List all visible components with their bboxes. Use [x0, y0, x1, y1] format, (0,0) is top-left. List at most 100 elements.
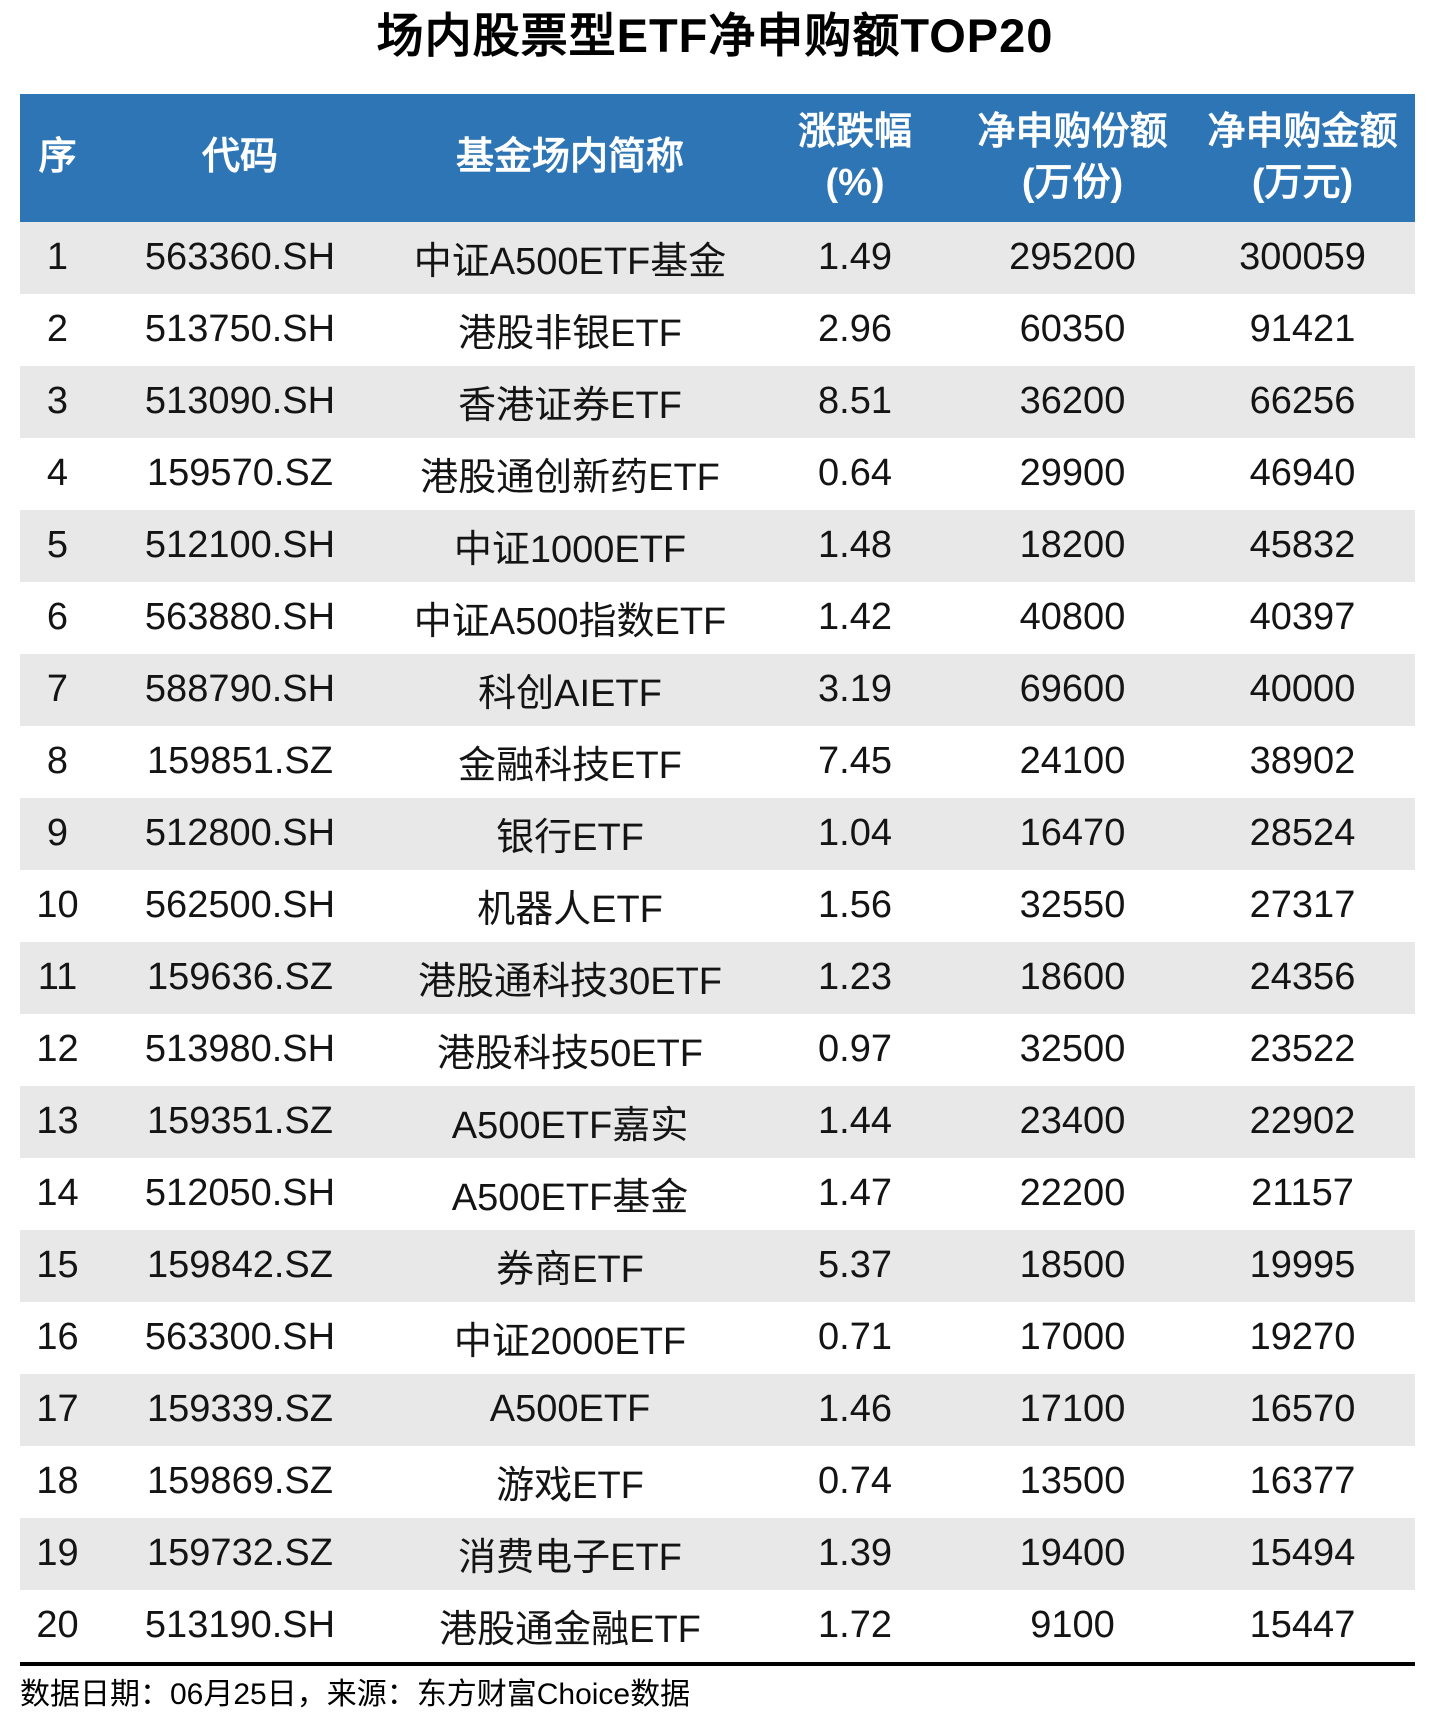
table-row: 8 159851.SZ 金融科技ETF 7.45 24100 38902	[20, 726, 1415, 798]
cell-net-amount: 23522	[1249, 1028, 1356, 1071]
cell-net-shares: 40800	[1019, 596, 1126, 639]
col-header-net-amount: 净申购金额 (万元)	[1190, 93, 1415, 222]
cell-code: 159869.SZ	[147, 1460, 333, 1503]
col-header-rank-label: 序	[38, 136, 77, 179]
cell-name: 中证1000ETF	[385, 509, 755, 582]
cell-name: 银行ETF	[385, 797, 755, 870]
table-row: 3 513090.SH 香港证券ETF 8.51 36200 66256	[20, 365, 1415, 438]
cell-change-pct: 3.19	[755, 653, 955, 726]
col-header-change-pct-label: 涨跌幅	[797, 110, 912, 153]
col-header-name-label: 基金场内简称	[455, 136, 684, 179]
cell-net-amount: 27317	[1249, 884, 1356, 927]
cell-code: 159351.SZ	[95, 1085, 385, 1158]
cell-change-pct: 1.49	[755, 221, 955, 294]
cell-net-amount: 66256	[1190, 365, 1415, 438]
cell-code: 513190.SH	[144, 1604, 336, 1647]
cell-code: 159851.SZ	[147, 740, 333, 783]
cell-net-amount: 19995	[1190, 1229, 1415, 1302]
cell-change-pct: 0.74	[818, 1460, 892, 1503]
col-header-net-shares: 净申购份额 (万份)	[955, 93, 1190, 222]
cell-rank: 15	[20, 1229, 95, 1302]
cell-rank: 11	[20, 941, 95, 1014]
cell-net-shares: 69600	[955, 653, 1190, 726]
table-row: 6 563880.SH 中证A500指数ETF 1.42 40800 40397	[20, 582, 1415, 654]
col-header-net-amount-label: 净申购金额	[1207, 110, 1398, 153]
cell-net-amount: 16377	[1249, 1460, 1356, 1503]
cell-net-shares: 17000	[1019, 1316, 1126, 1359]
cell-net-shares: 18500	[955, 1229, 1190, 1302]
cell-net-amount: 22902	[1190, 1085, 1415, 1158]
cell-code: 513750.SH	[144, 308, 336, 351]
cell-net-amount: 21157	[1251, 1172, 1354, 1215]
cell-net-amount: 91421	[1249, 308, 1356, 351]
cell-name: 港股通科技30ETF	[385, 941, 755, 1014]
cell-code: 513090.SH	[95, 365, 385, 438]
table-row: 17 159339.SZ A500ETF 1.46 17100 16570	[20, 1373, 1415, 1446]
etf-table-body: 1 563360.SH 中证A500ETF基金 1.49 295200 300059 2 51…	[20, 221, 1415, 1662]
cell-net-shares: 9100	[1030, 1604, 1115, 1647]
table-row: 15 159842.SZ 券商ETF 5.37 18500 19995	[20, 1229, 1415, 1302]
cell-change-pct: 1.44	[755, 1085, 955, 1158]
cell-name: 港股通金融ETF	[439, 1609, 701, 1652]
cell-rank: 6	[46, 596, 69, 639]
cell-name: 港股科技50ETF	[436, 1033, 704, 1076]
cell-code: 512800.SH	[95, 797, 385, 870]
etf-table: 序 代码 基金场内简称 涨跌幅 (%) 净申购份额 (万份) 净申购金额	[20, 93, 1415, 1662]
cell-net-shares: 22200	[1019, 1172, 1126, 1215]
cell-code: 588790.SH	[95, 653, 385, 726]
cell-rank: 18	[36, 1460, 79, 1503]
col-header-change-pct-unit: (%)	[825, 161, 885, 204]
table-row: 4 159570.SZ 港股通创新药ETF 0.64 29900 46940	[20, 438, 1415, 510]
cell-name: 科创AIETF	[385, 653, 755, 726]
cell-rank: 8	[46, 740, 69, 783]
cell-change-pct: 5.37	[755, 1229, 955, 1302]
cell-code: 563300.SH	[144, 1316, 336, 1359]
cell-code: 159339.SZ	[95, 1373, 385, 1446]
cell-code: 562500.SH	[144, 884, 336, 927]
cell-rank: 1	[20, 221, 95, 294]
cell-net-amount: 300059	[1190, 221, 1415, 294]
cell-name: A500ETF嘉实	[385, 1085, 755, 1158]
cell-net-shares: 60350	[1019, 308, 1126, 351]
cell-code: 513980.SH	[144, 1028, 336, 1071]
cell-net-amount: 19270	[1249, 1316, 1356, 1359]
cell-net-shares: 24100	[1019, 740, 1126, 783]
cell-rank: 7	[20, 653, 95, 726]
cell-net-shares: 16470	[955, 797, 1190, 870]
cell-name: 游戏ETF	[496, 1465, 644, 1508]
cell-net-shares: 295200	[955, 221, 1190, 294]
cell-change-pct: 0.97	[818, 1028, 892, 1071]
cell-change-pct: 8.51	[755, 365, 955, 438]
cell-net-shares: 32500	[1019, 1028, 1126, 1071]
cell-name: A500ETF基金	[451, 1177, 689, 1220]
cell-name: 港股通创新药ETF	[420, 457, 720, 500]
cell-change-pct: 0.64	[818, 452, 892, 495]
cell-net-amount: 15447	[1249, 1604, 1356, 1647]
cell-rank: 12	[36, 1028, 79, 1071]
cell-change-pct: 1.56	[818, 884, 892, 927]
cell-name: 中证2000ETF	[453, 1321, 687, 1364]
cell-name: 香港证券ETF	[385, 365, 755, 438]
cell-name: 金融科技ETF	[458, 745, 682, 788]
cell-code: 159842.SZ	[95, 1229, 385, 1302]
table-row: 9 512800.SH 银行ETF 1.04 16470 28524	[20, 797, 1415, 870]
cell-rank: 4	[46, 452, 69, 495]
cell-change-pct: 1.46	[755, 1373, 955, 1446]
cell-rank: 16	[36, 1316, 79, 1359]
cell-net-shares: 18200	[955, 509, 1190, 582]
cell-name: 券商ETF	[385, 1229, 755, 1302]
cell-rank: 20	[36, 1604, 79, 1647]
cell-net-shares: 36200	[955, 365, 1190, 438]
cell-name: 机器人ETF	[477, 889, 663, 932]
table-row: 18 159869.SZ 游戏ETF 0.74 13500 16377	[20, 1446, 1415, 1518]
cell-net-amount: 40397	[1249, 596, 1356, 639]
cell-change-pct: 0.71	[818, 1316, 892, 1359]
cell-rank: 3	[20, 365, 95, 438]
cell-code: 563360.SH	[95, 221, 385, 294]
cell-rank: 13	[20, 1085, 95, 1158]
cell-code: 159570.SZ	[147, 452, 333, 495]
col-header-net-shares-label: 净申购份额	[977, 110, 1168, 153]
cell-code: 159732.SZ	[95, 1517, 385, 1590]
cell-name: A500ETF	[385, 1373, 755, 1446]
